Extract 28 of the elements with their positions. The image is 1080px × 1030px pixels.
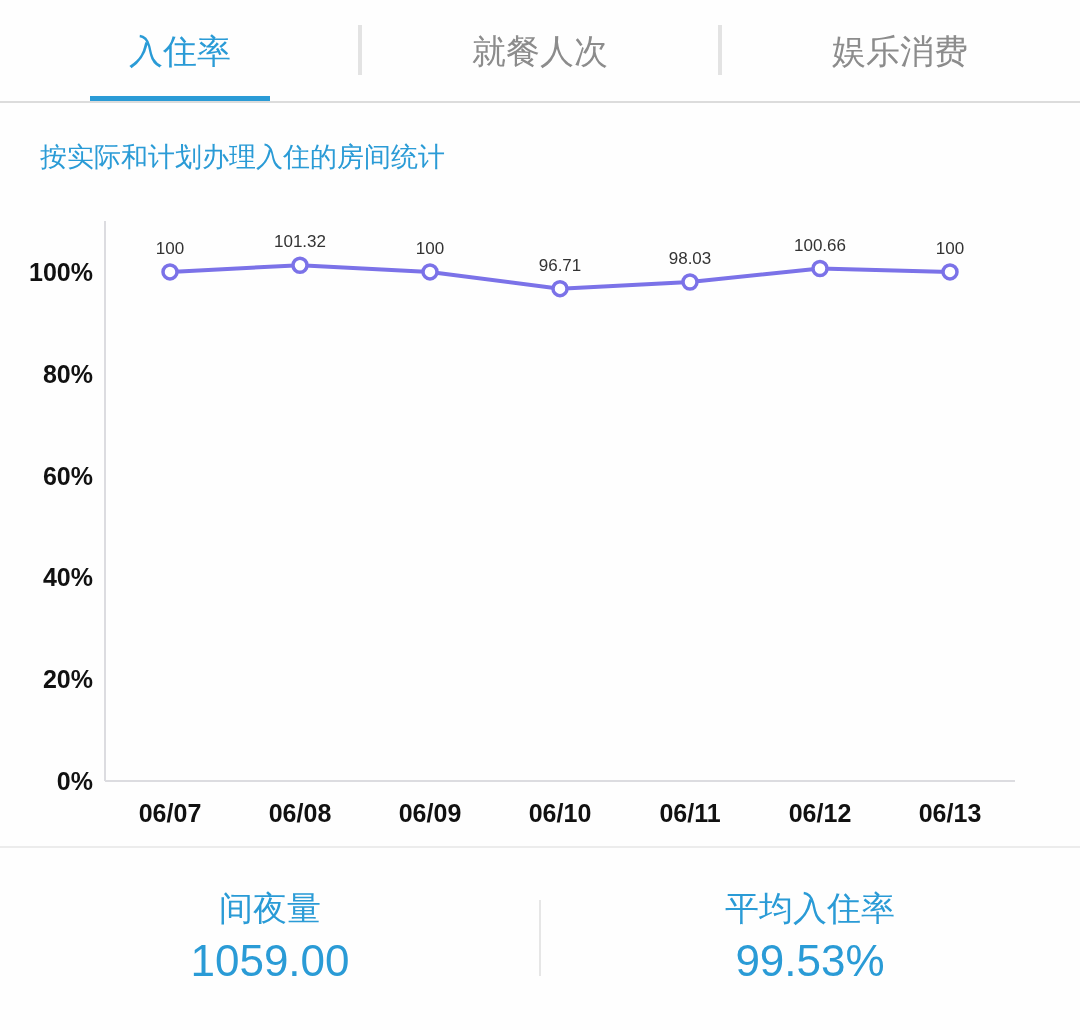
stat-label: 平均入住率 <box>725 889 895 927</box>
tab-label: 娱乐消费 <box>832 32 968 70</box>
stat-value: 1059.00 <box>190 936 350 985</box>
x-tick-label: 06/11 <box>659 799 721 827</box>
y-tick-label: 40% <box>42 563 93 592</box>
data-label: 100.66 <box>794 235 846 255</box>
tab-label: 入住率 <box>129 32 231 70</box>
x-tick-label: 06/08 <box>268 799 332 827</box>
data-label: 101.32 <box>274 232 326 252</box>
data-label: 96.71 <box>538 255 582 275</box>
stat-label: 间夜量 <box>219 889 321 927</box>
y-tick-label: 60% <box>42 461 93 490</box>
data-label: 100 <box>155 238 185 258</box>
y-tick-label: 100% <box>29 257 93 286</box>
data-label: 100 <box>415 238 445 258</box>
x-tick-label: 06/09 <box>398 799 462 827</box>
tab-label: 就餐人次 <box>472 32 608 70</box>
stat-value: 99.53% <box>735 936 885 985</box>
y-tick-label: 20% <box>42 665 93 694</box>
y-tick-label: 80% <box>42 359 93 388</box>
y-tick-label: 0% <box>56 767 93 795</box>
x-tick-label: 06/10 <box>528 799 592 827</box>
data-label: 100 <box>935 238 965 258</box>
x-tick-label: 06/13 <box>918 799 982 827</box>
x-tick-label: 06/07 <box>138 799 202 827</box>
x-tick-label: 06/12 <box>788 799 852 827</box>
chart-title: 按实际和计划办理入住的房间统计 <box>40 142 445 172</box>
data-label: 98.03 <box>668 248 712 268</box>
